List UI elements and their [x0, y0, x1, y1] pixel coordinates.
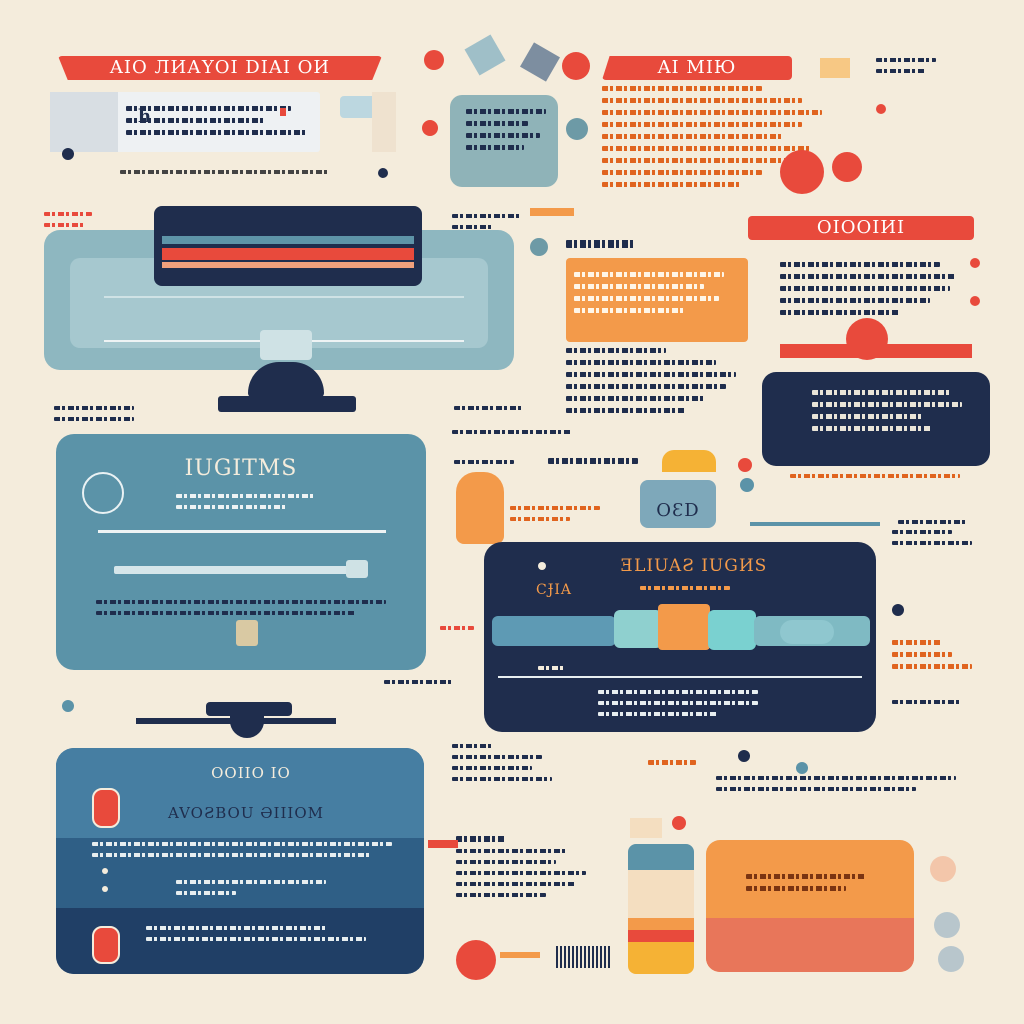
- search-field[interactable]: [114, 566, 366, 574]
- field-icon: [346, 560, 368, 578]
- orange-block: [706, 840, 914, 972]
- badge-icon-top: [92, 788, 120, 828]
- cloud-label: OƐD: [656, 500, 700, 521]
- mid-right-ribbon: OIOOIИI: [748, 216, 974, 240]
- mid-right-text: [780, 262, 960, 322]
- navy-card-right: [762, 372, 990, 466]
- progress-segment-3: [658, 604, 710, 650]
- dark-panel-title: ƎLIUAƧ IUGИS: [620, 556, 768, 576]
- status-dot: [62, 148, 74, 160]
- top-center-shapes: [450, 30, 560, 90]
- cloud-badge: [640, 480, 716, 528]
- toggle-pill[interactable]: [780, 620, 834, 644]
- top-left-window: h: [50, 92, 320, 152]
- login-title: IUGITMS: [184, 456, 298, 481]
- dark-panel: ƎLIUAƧ IUGИS CɈIA: [484, 542, 876, 732]
- barcode-icon: [556, 946, 610, 968]
- bottom-panel-top-text: OOIIO IO: [211, 764, 291, 782]
- top-left-ribbon: AIO ЛИАYOI DIAI OИ: [58, 56, 382, 80]
- bottom-left-panel: OOIIO IO AVOƧBOU ƏIIIOM: [56, 748, 424, 974]
- badge-icon-bottom: [92, 926, 120, 964]
- cloud-icon: [248, 362, 324, 398]
- mid-right-ribbon-text: OIOOIИI: [816, 217, 906, 238]
- progress-segment-1: [492, 616, 616, 646]
- orange-card: [566, 258, 748, 342]
- login-panel: IUGITMS: [56, 434, 426, 670]
- top-right-ribbon: AI MIЮ: [602, 56, 792, 80]
- striped-card: [628, 844, 694, 974]
- orange-card-caption: [566, 348, 736, 420]
- top-left-ribbon-text: AIO ЛИАYOI DIAI OИ: [109, 57, 331, 78]
- monitor-stand: [260, 330, 312, 360]
- progress-segment-2: [614, 610, 662, 648]
- top-right-ribbon-text: AI MIЮ: [657, 57, 737, 78]
- login-button[interactable]: [236, 620, 258, 646]
- logo-icon: [82, 472, 124, 514]
- top-center-card: [450, 95, 558, 187]
- progress-segment-4: [708, 610, 756, 650]
- top-right-text: [602, 86, 832, 194]
- center-text-block: [452, 744, 562, 788]
- bottom-panel-subtitle: AVOƧBOU ƏIIIOM: [168, 804, 324, 822]
- dark-panel-side-label: CɈIA: [536, 582, 572, 598]
- slider-track[interactable]: [98, 530, 386, 533]
- monitor-toolbar: [154, 206, 422, 286]
- top-left-caption: [120, 170, 330, 181]
